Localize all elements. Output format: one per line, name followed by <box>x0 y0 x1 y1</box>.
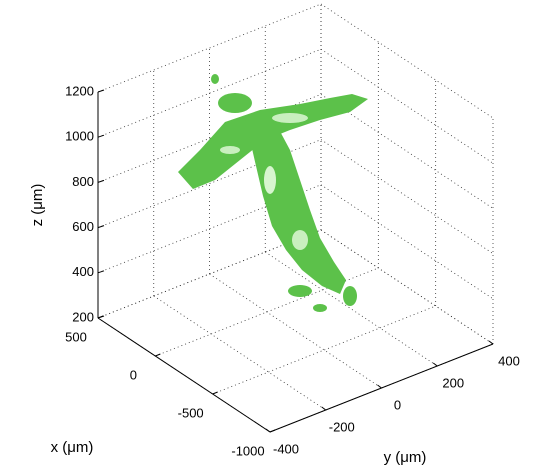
y-tick-label: -400 <box>273 441 299 456</box>
axes: 200 400 600 800 1000 1200 500 0 -500 -1000 -400 -20… <box>65 83 520 458</box>
tick-mark <box>97 270 105 274</box>
surface-piece <box>288 285 312 297</box>
surface-piece <box>245 118 346 294</box>
isosurface <box>178 74 368 312</box>
y-tick-label: 400 <box>498 353 520 368</box>
x-tick-label: 0 <box>130 367 137 382</box>
tick-mark <box>269 429 276 433</box>
tick-mark <box>97 89 105 93</box>
surface-piece <box>350 97 362 105</box>
x-tick-label: -500 <box>178 405 204 420</box>
z-tick-label: 200 <box>72 309 94 324</box>
y-tick-label: -200 <box>329 419 355 434</box>
grid-line <box>265 251 438 367</box>
y-axis-label: y (μm) <box>384 449 427 466</box>
tick-mark <box>97 225 105 229</box>
x-tick-label: -1000 <box>231 443 264 458</box>
z-axis-label: z (μm) <box>29 184 46 227</box>
y-tick-label: 0 <box>394 397 401 412</box>
grid-line <box>320 184 494 300</box>
tick-mark <box>97 179 105 183</box>
grid-line <box>153 295 326 411</box>
tick-mark <box>321 406 327 411</box>
grid-line <box>212 305 436 395</box>
grid-line <box>320 229 494 345</box>
tick-mark <box>377 384 382 389</box>
z-tick-label: 600 <box>72 219 94 234</box>
surface-piece <box>178 94 368 189</box>
x-axis-label: x (μm) <box>51 439 94 456</box>
tick-mark <box>265 428 271 433</box>
z-tick-label: 1000 <box>65 129 94 144</box>
z-tick-label: 400 <box>72 264 94 279</box>
tick-mark <box>155 353 161 357</box>
tick-mark <box>432 362 438 367</box>
surface-piece <box>218 93 252 113</box>
tick-mark <box>212 391 218 395</box>
surface-highlight <box>272 113 308 123</box>
axis-line <box>97 317 271 433</box>
surface-highlight <box>264 166 276 194</box>
x-tick-label: 500 <box>65 329 87 344</box>
grid-line <box>320 139 494 254</box>
grid-line <box>320 229 494 345</box>
surface-piece <box>211 74 219 84</box>
surface-highlight <box>220 146 240 154</box>
y-tick-label: 200 <box>442 375 464 390</box>
tick-mark <box>97 315 104 319</box>
z-tick-label: 1200 <box>65 83 94 98</box>
surface-highlight <box>292 230 308 250</box>
tick-mark <box>488 340 494 345</box>
surface-piece <box>313 304 327 312</box>
z-tick-label: 800 <box>72 174 94 189</box>
surface-piece <box>343 286 357 306</box>
tick-mark <box>97 134 105 138</box>
